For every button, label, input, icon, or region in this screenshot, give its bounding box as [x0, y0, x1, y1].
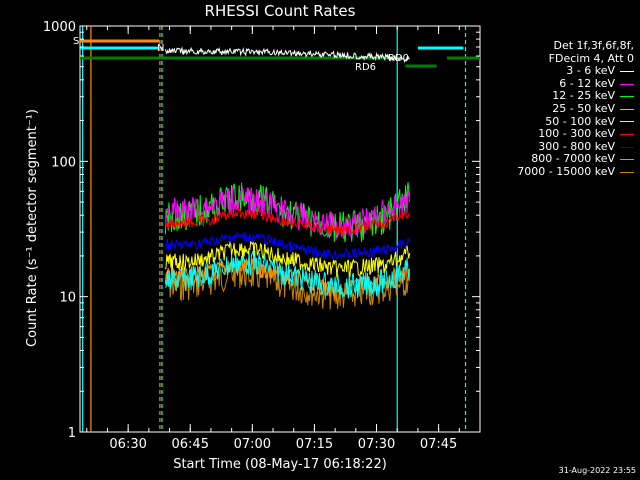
series-line: [164, 46, 410, 64]
y-axis-label: Count Rate (s⁻¹ detector segment⁻¹): [25, 109, 40, 347]
x-axis-label: Start Time (08-May-17 06:18:22): [173, 457, 387, 472]
y-tick-label: 10: [59, 291, 76, 306]
x-tick-label: 07:00: [234, 437, 271, 452]
flag-label-rd6: RD6: [355, 62, 376, 73]
legend-entry: 25 - 50 keV: [500, 101, 634, 116]
x-tick-label: 06:45: [172, 437, 209, 452]
legend-entries: 3 - 6 keV 6 - 12 keV 12 - 25 keV 25 - 50 ke…: [500, 65, 634, 178]
legend-entry: 100 - 300 keV: [500, 128, 634, 141]
y-tick-label: 1: [68, 426, 76, 441]
footer-timestamp: 31-Aug-2022 23:55: [558, 466, 636, 475]
x-tick-label: 06:30: [109, 437, 146, 452]
legend-entry: 3 - 6 keV: [500, 65, 634, 78]
legend-swatch: [620, 159, 634, 161]
legend-header-line-1: Det 1f,3f,6f,8f,: [553, 39, 634, 52]
legend-header-line-2: FDecim 4, Att 0: [548, 51, 634, 65]
legend-label: 100 - 300 keV: [538, 127, 615, 141]
legend-entry: 50 - 100 keV: [500, 114, 634, 129]
legend-entry: 12 - 25 keV: [500, 90, 634, 103]
series-line: [164, 240, 411, 278]
legend-entry: 6 - 12 keV: [500, 76, 634, 91]
flag-label-s: S: [73, 36, 79, 47]
legend-label: 300 - 800 keV: [538, 139, 615, 153]
legend-label: 6 - 12 keV: [559, 76, 615, 90]
x-tick-label: 07:15: [296, 437, 333, 452]
legend-swatch: [620, 146, 634, 148]
plot-frame: [79, 25, 481, 433]
legend-label: 7000 - 15000 keV: [517, 164, 615, 178]
flag-label-n: N: [157, 43, 164, 54]
legend-entry: 7000 - 15000 keV: [500, 164, 634, 179]
legend-swatch: [620, 83, 634, 85]
legend-entry: 800 - 7000 keV: [500, 153, 634, 166]
legend-swatch: [620, 121, 634, 123]
legend-label: 800 - 7000 keV: [531, 152, 615, 166]
x-tick-label: 07:45: [420, 437, 457, 452]
legend-label: 50 - 100 keV: [545, 114, 615, 128]
legend-swatch: [620, 171, 634, 173]
legend-swatch: [620, 133, 634, 135]
legend-label: 3 - 6 keV: [566, 64, 615, 78]
series-line: [165, 231, 410, 260]
series-line: [164, 250, 411, 299]
legend-label: 25 - 50 keV: [552, 101, 615, 115]
legend-swatch: [620, 70, 634, 72]
legend-swatch: [620, 96, 634, 98]
legend-label: 12 - 25 keV: [552, 89, 615, 103]
y-tick-label: 100: [51, 155, 76, 170]
series-line: [164, 207, 411, 235]
chart-title: RHESSI Count Rates: [205, 2, 356, 20]
y-tick-label: 1000: [43, 20, 76, 35]
x-tick-label: 07:30: [358, 437, 395, 452]
legend: Det 1f,3f,6f,8f, FDecim 4, Att 0 3 - 6 k…: [500, 39, 634, 179]
legend-entry: 300 - 800 keV: [500, 139, 634, 154]
legend-swatch: [620, 108, 634, 110]
